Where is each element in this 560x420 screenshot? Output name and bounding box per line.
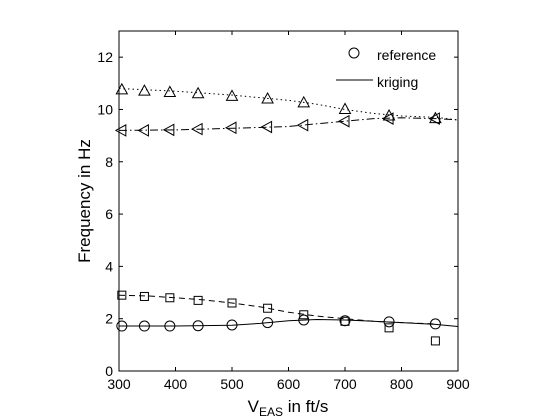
y-tick-label: 8 bbox=[105, 154, 113, 170]
y-tick-label: 6 bbox=[105, 206, 113, 222]
reference-square-marker bbox=[193, 295, 203, 305]
reference-triangle-up-marker bbox=[382, 108, 396, 121]
kriging-line-triangle-up bbox=[118, 88, 459, 121]
reference-circle-marker bbox=[429, 318, 441, 330]
reference-square-marker bbox=[117, 290, 127, 300]
reference-triangle-up-marker bbox=[138, 84, 151, 96]
reference-triangle-up-marker bbox=[261, 91, 274, 104]
legend-reference-label: reference bbox=[377, 47, 436, 63]
series-layer bbox=[114, 82, 459, 346]
x-tick-label: 900 bbox=[446, 376, 470, 392]
reference-triangle-left-marker bbox=[260, 120, 273, 134]
x-tick-label: 600 bbox=[277, 376, 301, 392]
x-axis-label-rest: in ft/s bbox=[283, 397, 328, 416]
y-tick-label: 12 bbox=[97, 49, 113, 65]
reference-triangle-up-marker bbox=[191, 86, 205, 99]
reference-square-marker bbox=[165, 293, 175, 303]
reference-circle-marker bbox=[164, 320, 176, 332]
series-circle bbox=[116, 314, 459, 332]
plot-background bbox=[119, 31, 458, 371]
reference-circle-marker bbox=[262, 317, 274, 329]
x-axis-label-subscript: EAS bbox=[259, 405, 283, 419]
x-tick-label: 400 bbox=[164, 376, 188, 392]
reference-triangle-up-marker bbox=[297, 95, 311, 108]
reference-triangle-up-marker bbox=[338, 102, 352, 114]
reference-triangle-left-marker bbox=[382, 112, 394, 125]
reference-circle-marker bbox=[192, 320, 204, 332]
reference-triangle-left-marker bbox=[162, 123, 175, 137]
legend: reference kriging bbox=[336, 47, 436, 90]
x-tick-label: 300 bbox=[107, 376, 131, 392]
series-triangle-up bbox=[115, 82, 459, 124]
x-tick-label: 700 bbox=[333, 376, 357, 392]
reference-triangle-up-marker bbox=[163, 85, 177, 97]
reference-square-marker bbox=[227, 298, 237, 308]
reference-triangle-up-marker bbox=[429, 111, 442, 124]
reference-triangle-left-marker bbox=[428, 112, 440, 125]
reference-triangle-up-marker bbox=[225, 89, 239, 101]
reference-circle-marker bbox=[383, 316, 395, 328]
reference-triangle-left-marker bbox=[296, 118, 309, 132]
reference-triangle-left-marker bbox=[224, 121, 237, 135]
reference-circle-marker bbox=[339, 315, 351, 327]
reference-triangle-left-marker bbox=[114, 124, 127, 137]
x-axis-label-main: V bbox=[248, 397, 260, 416]
reference-circle-marker bbox=[116, 320, 128, 332]
reference-triangle-left-marker bbox=[337, 114, 350, 128]
reference-triangle-left-marker bbox=[191, 122, 203, 136]
reference-square-marker bbox=[430, 336, 440, 346]
reference-triangle-left-marker bbox=[137, 124, 149, 137]
y-tick-label: 0 bbox=[105, 363, 113, 379]
y-tick-label: 4 bbox=[105, 258, 113, 274]
reference-circle-marker bbox=[138, 320, 150, 332]
x-tick-label: 500 bbox=[220, 376, 244, 392]
reference-circle-marker bbox=[226, 319, 238, 331]
reference-square-marker bbox=[299, 310, 309, 320]
reference-circle-marker bbox=[298, 314, 310, 326]
series-triangle-left bbox=[114, 112, 459, 137]
reference-square-marker bbox=[384, 323, 394, 333]
kriging-line-circle bbox=[119, 318, 459, 327]
reference-square-marker bbox=[139, 291, 149, 301]
y-tick-label: 10 bbox=[97, 101, 113, 117]
y-tick-label: 2 bbox=[105, 311, 113, 327]
legend-reference-marker bbox=[348, 47, 360, 59]
y-axis-label: Frequency in Hz bbox=[75, 139, 94, 263]
tick-layer: 300 400 500 600 700 800 900 0 2 4 6 8 10 12 bbox=[97, 31, 470, 392]
legend-kriging-label: kriging bbox=[377, 74, 418, 90]
x-axis-label: VEAS in ft/s bbox=[248, 397, 329, 419]
x-tick-label: 800 bbox=[390, 376, 414, 392]
reference-square-marker bbox=[263, 303, 273, 313]
kriging-line-triangle-left bbox=[118, 117, 459, 131]
